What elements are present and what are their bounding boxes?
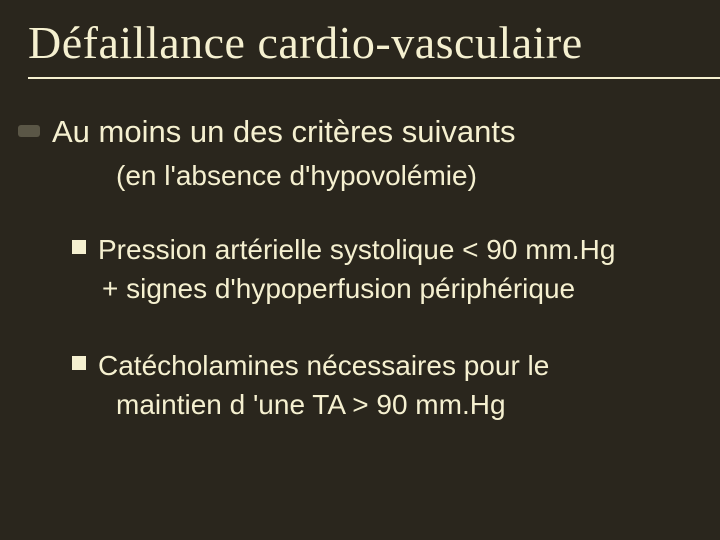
parenthetical-text: (en l'absence d'hypovolémie) xyxy=(0,160,720,192)
slide: Défaillance cardio-vasculaire Au moins u… xyxy=(0,0,720,540)
item-line1: Pression artérielle systolique < 90 mm.H… xyxy=(98,234,615,265)
title-underline xyxy=(28,77,720,79)
item-line2: + signes d'hypoperfusion périphérique xyxy=(98,269,680,308)
subtitle-bullet-icon xyxy=(18,125,40,137)
item-line1: Catécholamines nécessaires pour le xyxy=(98,350,549,381)
list-item: Pression artérielle systolique < 90 mm.H… xyxy=(72,230,680,308)
square-bullet-icon xyxy=(72,356,86,370)
item-list: Pression artérielle systolique < 90 mm.H… xyxy=(0,230,720,425)
subtitle-region: Au moins un des critères suivants xyxy=(0,113,720,152)
slide-title: Défaillance cardio-vasculaire xyxy=(28,16,720,69)
subtitle-text: Au moins un des critères suivants xyxy=(52,113,720,152)
title-region: Défaillance cardio-vasculaire xyxy=(0,0,720,89)
item-line2: maintien d 'une TA > 90 mm.Hg xyxy=(98,385,680,424)
square-bullet-icon xyxy=(72,240,86,254)
list-item: Catécholamines nécessaires pour le maint… xyxy=(72,346,680,424)
